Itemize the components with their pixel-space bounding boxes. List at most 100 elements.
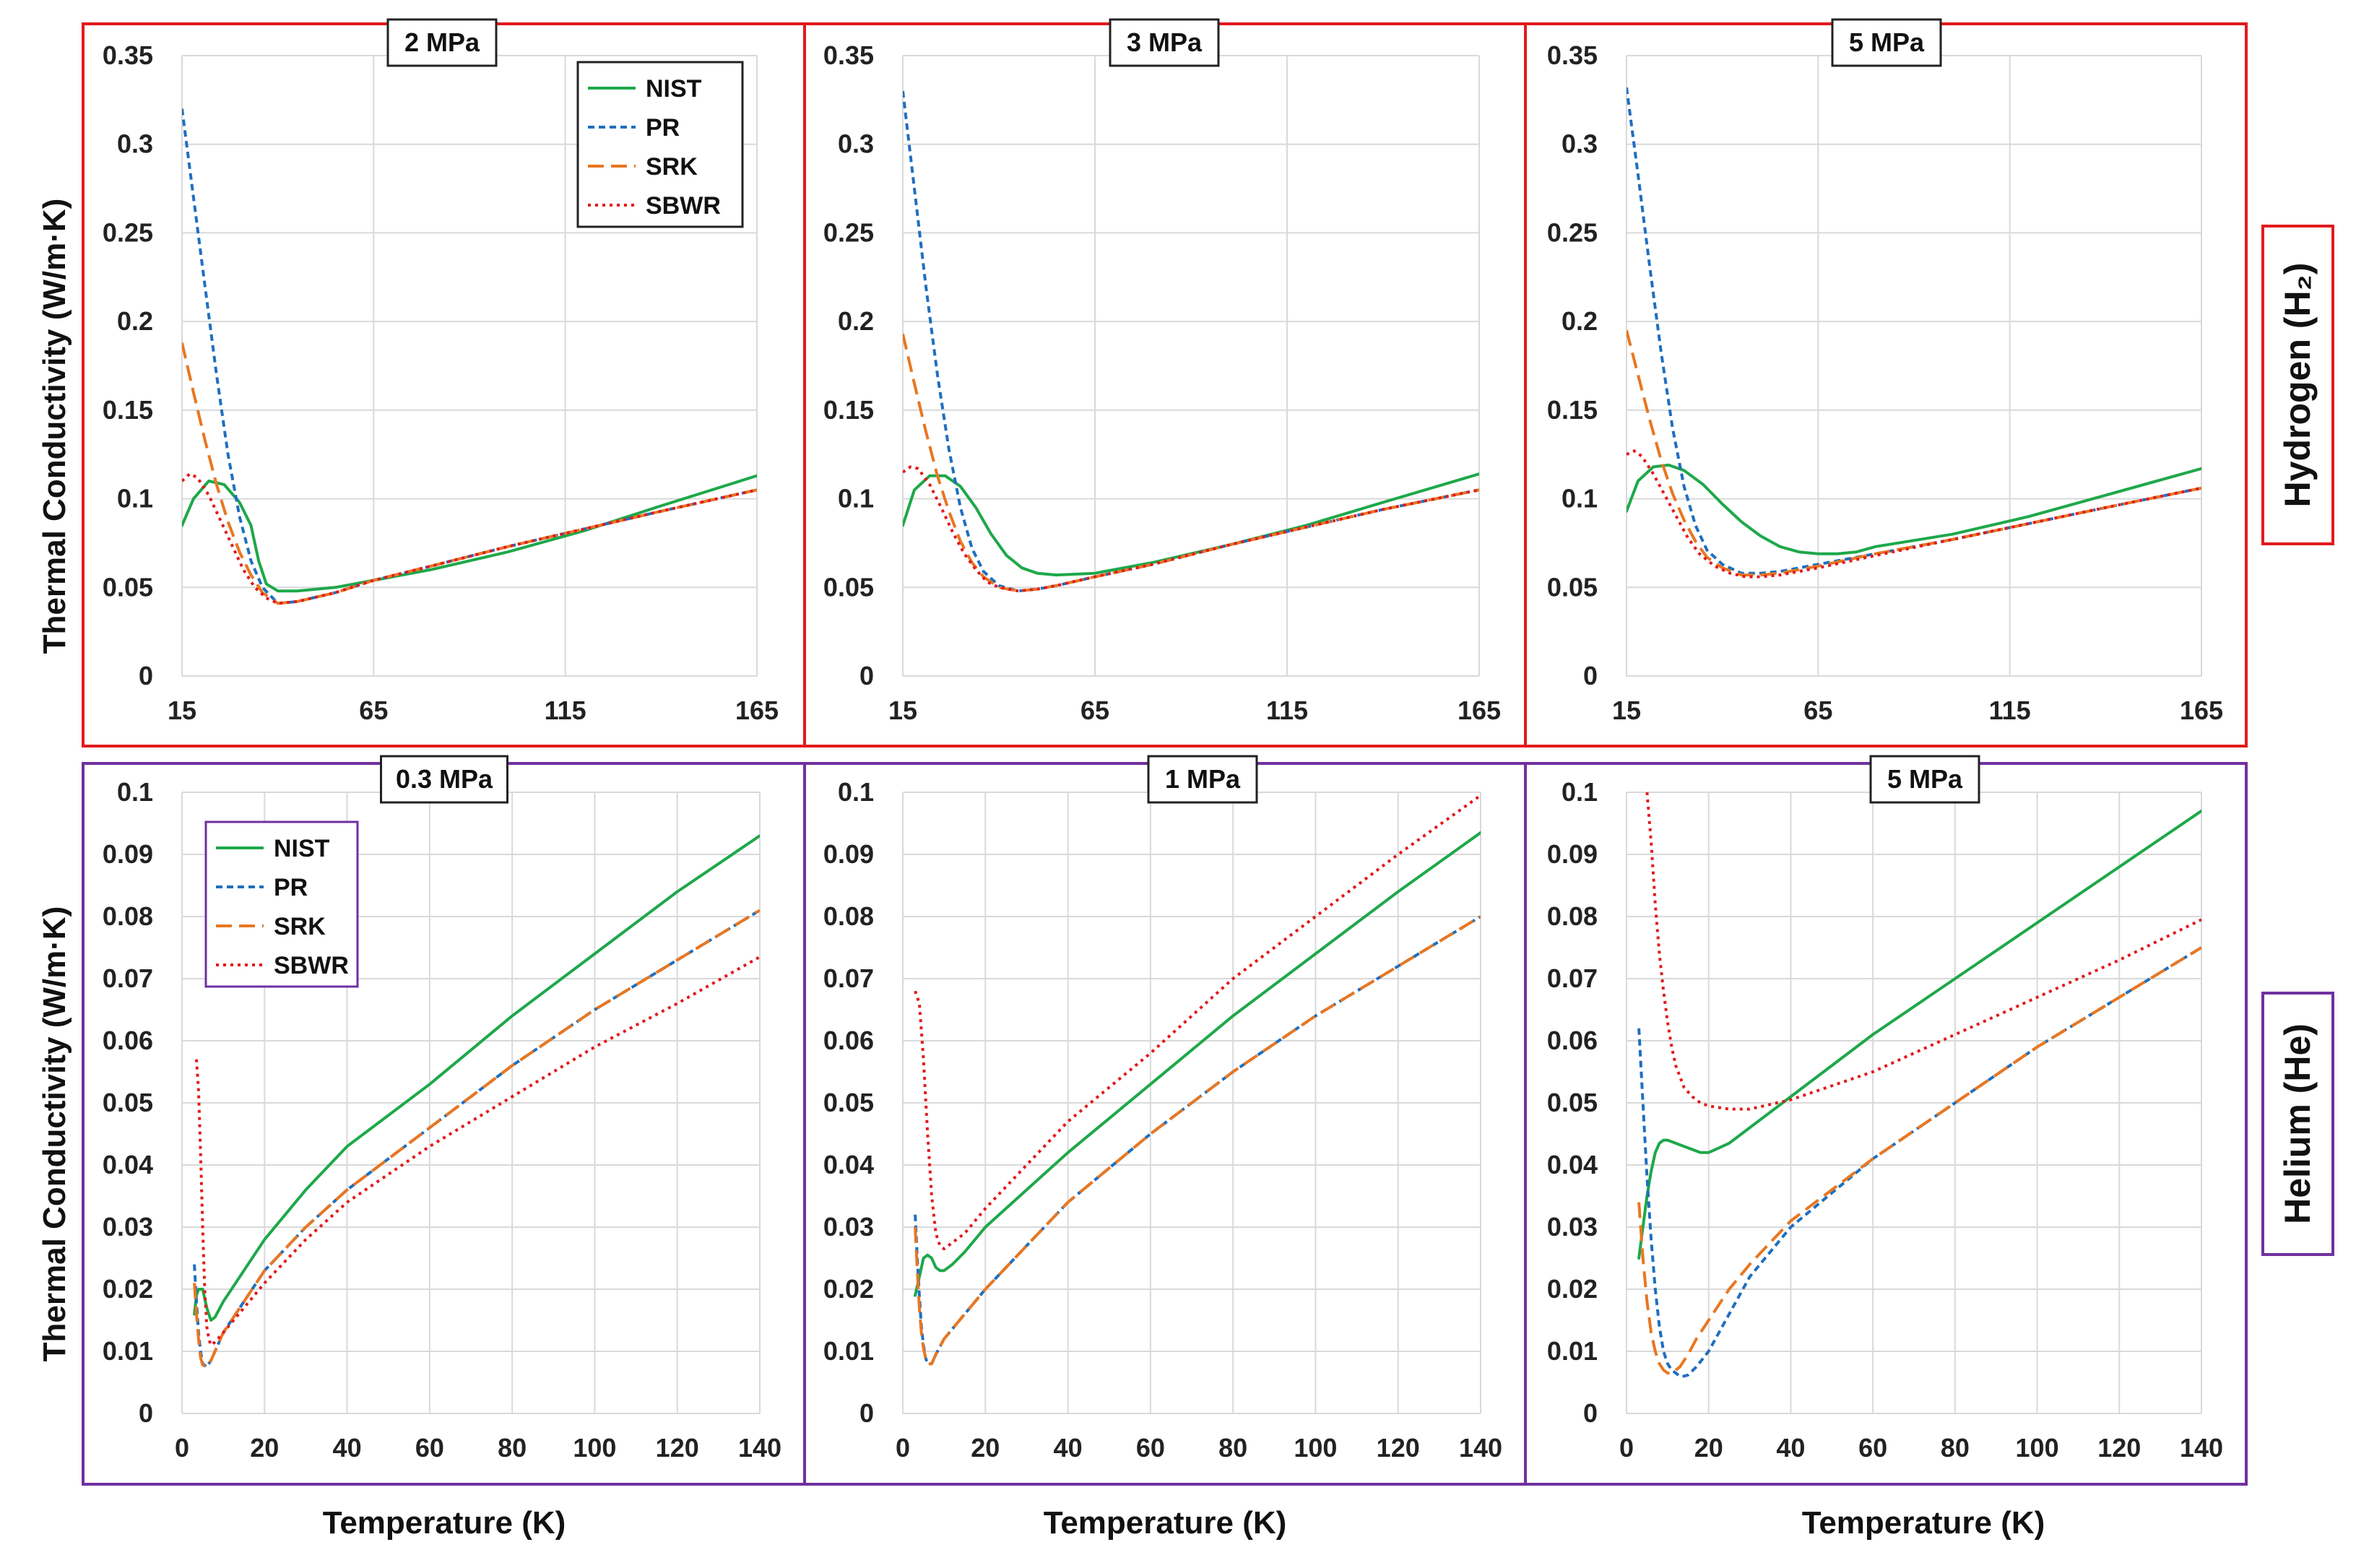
x-tick-label: 60 [1136,1433,1165,1463]
y-tick-label: 0.1 [1562,484,1598,514]
panel-e1: 0 0.01 0.02 0.03 0.04 0.05 0.06 0.07 0.08 0.09 0.1… [103,755,781,1463]
y-tick-label: 0.2 [1562,306,1598,336]
y-tick-label: 0.07 [1547,963,1598,993]
x-tick-label: 0 [896,1433,910,1463]
series-srk-line [193,909,760,1369]
x-tick-label: 120 [2097,1433,2141,1463]
y-tick-label: 0.05 [823,1088,874,1117]
x-axis-title-1: Temperature (K) [323,1505,566,1541]
legend-label-pr: PR [646,114,680,142]
x-tick-label: 60 [1858,1433,1887,1463]
series-sbwr-line [903,465,1479,593]
x-tick-label: 65 [1080,696,1109,725]
x-tick-label: 100 [573,1433,616,1463]
x-tick-label: 15 [168,696,196,725]
x-tick-label: 80 [1941,1433,1970,1463]
y-tick-label: 0.1 [117,777,153,807]
panel-title: 2 MPa [404,27,480,57]
y-tick-label: 0.09 [1547,839,1598,869]
y-tick-label: 0.01 [823,1336,874,1366]
series-sbwr-line [182,472,757,605]
y-tick-label: 0 [139,661,153,690]
y-tick-label: 0.06 [823,1026,874,1055]
y-tick-label: 0.1 [117,484,153,514]
panel-e2: 0 0.01 0.02 0.03 0.04 0.05 0.06 0.07 0.08 0.09 0.1… [823,755,1502,1463]
panel-title: 1 MPa [1165,764,1241,794]
legend-label-srk: SRK [274,913,326,940]
x-tick-label: 15 [1612,696,1641,725]
helium-label-box [2261,992,2334,1256]
y-tick-label: 0.03 [103,1212,153,1242]
panel-title-box [1109,18,1220,67]
y-tick-label: 0.15 [103,395,153,425]
y-tick-label: 0.2 [117,306,153,336]
y-tick-label: 0.35 [1547,40,1598,70]
x-tick-label: 0 [175,1433,189,1463]
y-tick-label: 0.08 [1547,901,1598,931]
panel-title-box [1147,755,1258,804]
x-tick-label: 40 [333,1433,362,1463]
series-nist-line [1627,463,2201,555]
y-tick-label: 0.2 [838,306,874,336]
x-tick-label: 40 [1054,1433,1083,1463]
helium-label: Helium (He) [2277,1023,2318,1224]
panel-title-box [386,18,498,67]
series-sbwr-line [1645,792,2201,1111]
y-tick-label: 0.05 [103,572,153,602]
y-tick-label: 0.35 [823,40,874,70]
panel-title: 5 MPa [1887,764,1963,794]
series-sbwr-line [914,794,1481,1251]
y-tick-label: 0.15 [823,395,874,425]
y-tick-label: 0 [859,1398,874,1428]
x-tick-label: 165 [1458,696,1501,725]
x-tick-label: 80 [1218,1433,1247,1463]
series-sbwr-line [1627,449,2201,579]
legend-label-nist: NIST [274,835,330,862]
series-nist-line [914,831,1481,1297]
y-tick-label: 0.3 [1562,129,1598,159]
y-tick-label: 0.01 [1547,1336,1598,1366]
y-tick-label: 0.06 [103,1026,153,1055]
y-tick-label: 0.06 [1547,1026,1598,1055]
y-tick-label: 0.3 [117,129,153,159]
x-tick-label: 115 [1266,696,1308,725]
series-srk-line [1637,946,2201,1375]
y-tick-label: 0.25 [823,217,874,247]
y-tick-label: 0 [1583,1398,1598,1428]
y-tick-label: 0.02 [1547,1274,1598,1304]
y-tick-label: 0 [139,1398,153,1428]
x-tick-label: 115 [1989,696,2031,725]
y-tick-label: 0.04 [103,1150,153,1179]
y-tick-label: 0.35 [103,40,153,70]
y-tick-label: 0.09 [103,839,153,869]
y-tick-label: 0.25 [103,217,153,247]
y-tick-label: 0.04 [823,1150,874,1179]
legend-label-sbwr: SBWR [274,952,349,979]
x-axis-title-2: Temperature (K) [1044,1505,1287,1541]
y-tick-label: 0.25 [1547,217,1598,247]
panel-e3: 0 0.01 0.02 0.03 0.04 0.05 0.06 0.07 0.08 0.09 0.1… [1547,755,2223,1463]
x-tick-label: 115 [545,696,586,725]
y-tick-label: 0.04 [1547,1150,1598,1179]
x-tick-label: 20 [250,1433,279,1463]
series-nist-line [193,834,760,1322]
y-tick-label: 0.1 [1562,777,1598,807]
x-tick-label: 140 [1459,1433,1502,1463]
legend-label-sbwr: SBWR [646,192,721,220]
y-tick-label: 0.05 [103,1088,153,1117]
x-tick-label: 20 [971,1433,1000,1463]
y-tick-label: 0.01 [103,1336,153,1366]
y-tick-label: 0 [859,661,874,690]
y-tick-label: 0.02 [103,1274,153,1304]
series-nist-line [1637,809,2201,1260]
x-tick-label: 65 [1803,696,1832,725]
panel-title: 0.3 MPa [396,764,493,794]
y-axis-title-hydrogen: Thermal Conductivity (W/m·K) [37,199,72,654]
y-axis-title-helium: Thermal Conductivity (W/m·K) [37,906,72,1362]
x-axis-title-3: Temperature (K) [1802,1505,2045,1541]
x-tick-label: 120 [656,1433,699,1463]
panel-title-box [1869,755,1980,804]
y-tick-label: 0.09 [823,839,874,869]
x-tick-label: 100 [1294,1433,1337,1463]
